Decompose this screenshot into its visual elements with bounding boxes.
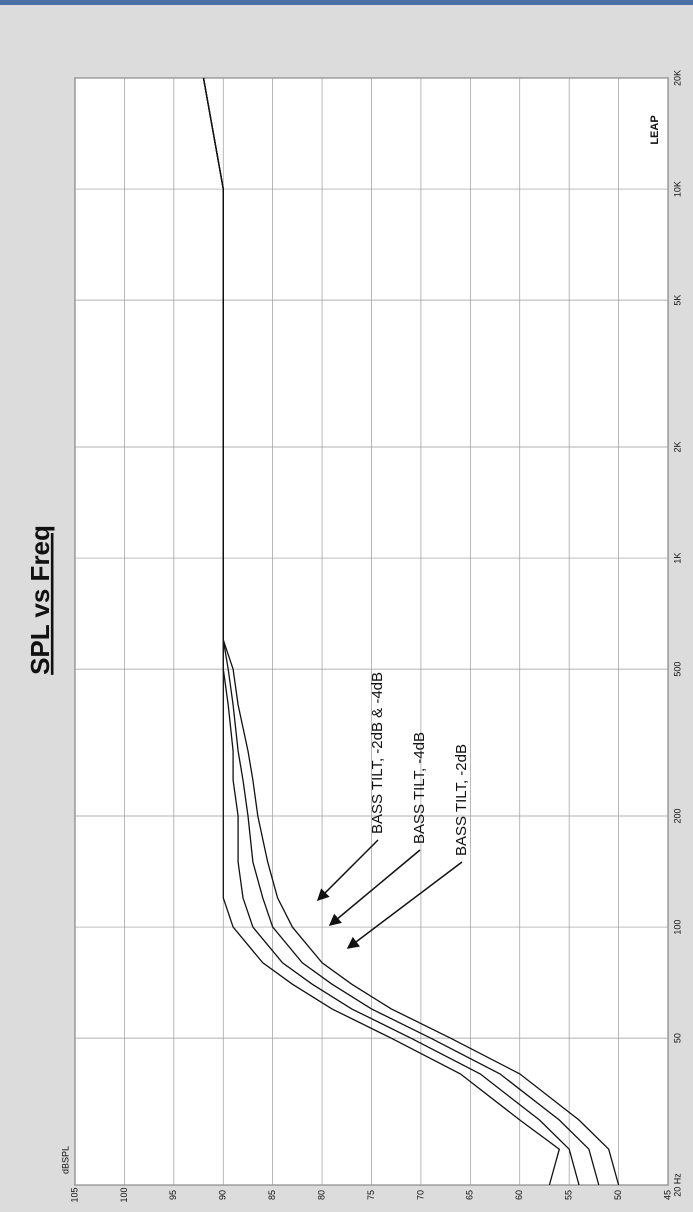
y-tick-label: 105 <box>69 1187 79 1202</box>
y-tick-label: 90 <box>218 1190 228 1200</box>
y-tick-label: 55 <box>564 1190 574 1200</box>
y-tick-label: 95 <box>168 1190 178 1200</box>
x-tick-label: 200 <box>672 808 682 823</box>
annotation: BASS TILT, -2dB & -4dB <box>369 672 386 834</box>
arrow <box>328 849 421 926</box>
y-tick-label: 60 <box>514 1190 524 1200</box>
x-tick-label: 5K <box>672 295 682 306</box>
y-tick-label: 80 <box>316 1190 326 1200</box>
x-tick-label: 500 <box>672 662 682 677</box>
x-tick-label: 50 <box>672 1033 682 1043</box>
y-tick-label: 100 <box>119 1187 129 1202</box>
annotation: BASS TILT, -2dB <box>453 744 470 856</box>
plot: 105 100 95 90 85 80 75 70 65 60 55 50 45 20 Hz 50 100 20… <box>69 70 682 1203</box>
y-tick-label: 75 <box>366 1190 376 1200</box>
x-tick-label: 100 <box>672 920 682 935</box>
x-tick-label: 2K <box>672 441 682 452</box>
y-tick-label: 70 <box>415 1190 425 1200</box>
chart-title: SPL vs Freq <box>25 525 55 675</box>
y-tick-label: 50 <box>613 1190 623 1200</box>
x-tick-label: 20K <box>672 70 682 86</box>
x-tick-label: 1K <box>672 553 682 564</box>
arrow <box>346 861 463 949</box>
y-tick-label: 45 <box>662 1190 672 1200</box>
x-tick-label: 10K <box>672 181 682 197</box>
line <box>202 77 620 1186</box>
y-tick-label: 85 <box>267 1190 277 1200</box>
logo: LEAP <box>649 115 661 144</box>
annotation: BASS TILT, -4dB <box>411 732 428 844</box>
arrow <box>316 839 379 902</box>
y-axis-label: dBSPL <box>60 1146 70 1174</box>
x-tick-label: 20 Hz <box>672 1173 682 1197</box>
top-bar <box>0 0 693 5</box>
y-tick-label: 65 <box>465 1190 475 1200</box>
